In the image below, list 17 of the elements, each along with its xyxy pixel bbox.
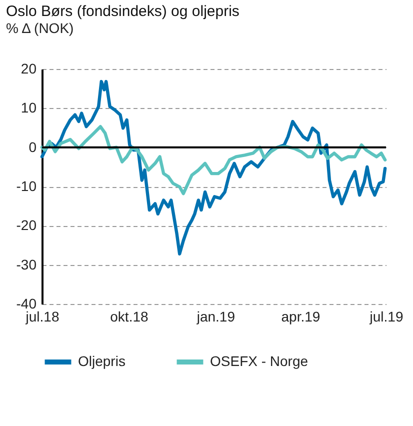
chart-title: Oslo Børs (fondsindeks) og oljepris [6, 3, 240, 20]
y-tick-label: -30 [16, 256, 37, 272]
x-tick-label: apr.19 [281, 308, 320, 324]
line-series [40, 80, 387, 256]
legend-label: OSEFX - Norge [210, 353, 308, 369]
x-tick-label: jan.19 [196, 308, 236, 324]
y-tick-label: 10 [20, 100, 37, 116]
x-tick-label: jul.19 [368, 308, 404, 324]
x-tick-label: okt.18 [110, 308, 148, 324]
y-tick-label: -40 [16, 296, 37, 312]
legend-label: Oljepris [78, 353, 126, 369]
x-tick-label: jul.18 [24, 308, 60, 324]
y-axis-title: % Δ (NOK) [6, 20, 74, 36]
y-tick-label: -10 [16, 178, 37, 194]
y-tick-label: -20 [16, 217, 37, 234]
y-tick-label: 0 [28, 138, 37, 155]
y-tick-label: 20 [20, 60, 37, 76]
